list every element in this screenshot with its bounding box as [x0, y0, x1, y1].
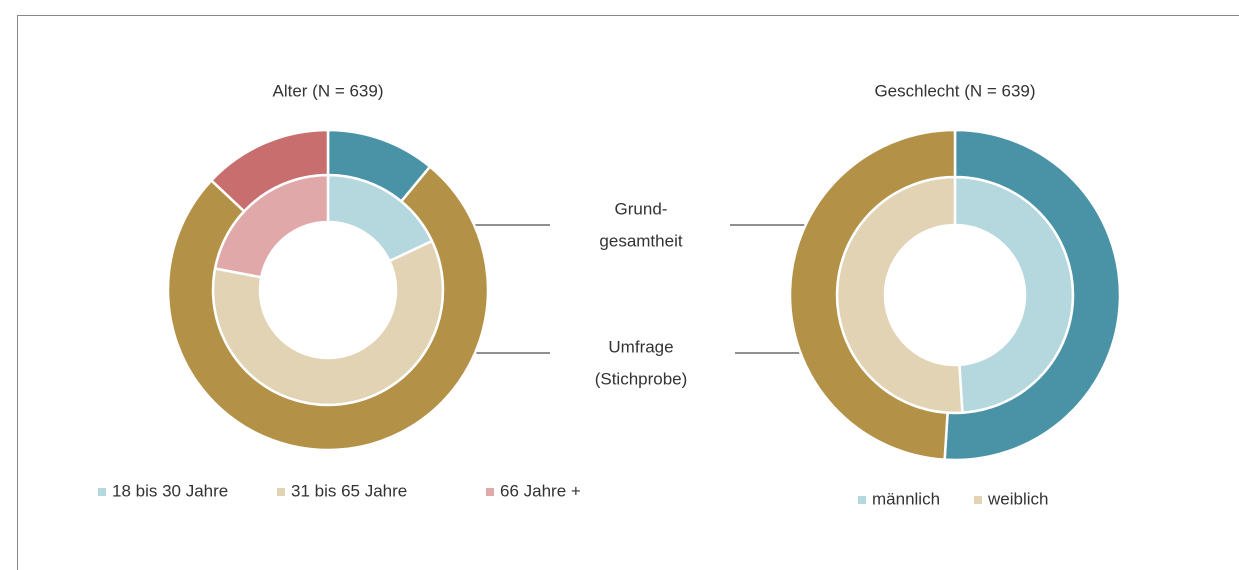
- annotation: Umfrage: [608, 337, 673, 356]
- legend-label: weiblich: [987, 489, 1048, 508]
- donut-segment: [166, 164, 490, 452]
- legend-label: 31 bis 65 Jahre: [291, 481, 407, 500]
- legend-swatch: [858, 496, 866, 504]
- frame: [17, 15, 1239, 570]
- chart-title: Geschlecht (N = 639): [874, 81, 1035, 100]
- donut-segment: [788, 128, 957, 462]
- annotation: Grund-: [615, 199, 668, 218]
- donut-segment: [209, 128, 330, 214]
- legend-swatch: [974, 496, 982, 504]
- donut-segment: [943, 128, 1122, 462]
- legend-swatch: [277, 488, 285, 496]
- legend-label: männlich: [872, 489, 940, 508]
- legend-swatch: [98, 488, 106, 496]
- chart-title: Alter (N = 639): [272, 81, 383, 100]
- legend-swatch: [486, 488, 494, 496]
- annotation: gesamtheit: [599, 231, 682, 250]
- legend-label: 18 bis 30 Jahre: [112, 481, 228, 500]
- legend-label: 66 Jahre +: [500, 481, 581, 500]
- annotation: (Stichprobe): [595, 369, 688, 388]
